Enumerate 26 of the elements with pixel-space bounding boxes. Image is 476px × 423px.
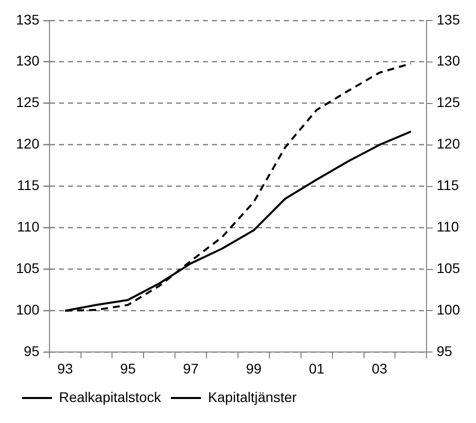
y2-tick-label: 105 (16, 260, 40, 276)
y2-tick-label: 115 (17, 177, 40, 194)
y2-tick-label: 100 (16, 302, 40, 318)
y-tick-label: 135 (436, 11, 460, 28)
y2-tick-label: 120 (16, 136, 40, 152)
y2-tick-label: 130 (16, 52, 40, 69)
y2-tick-label: 125 (16, 94, 40, 110)
y-tick-label: 100 (436, 302, 460, 318)
y2-tick-label: 110 (17, 218, 40, 235)
x-tick-label: 99 (246, 360, 262, 376)
y-tick-label: 110 (436, 218, 460, 235)
y-tick-label: 105 (436, 260, 460, 276)
y-tick-label: 130 (436, 52, 460, 69)
x-tick-label: 93 (57, 360, 74, 376)
y2-tick-label: 135 (16, 11, 40, 28)
y-tick-label: 115 (436, 177, 460, 194)
x-tick-label: 97 (183, 360, 199, 376)
x-tick-label: 01 (308, 360, 325, 376)
legend-label: Realkapitalstock (59, 388, 162, 405)
y-tick-label: 95 (436, 343, 452, 360)
legend-label: Kapitaltjänster (208, 388, 297, 405)
y-tick-label: 120 (436, 136, 460, 152)
y-tick-label: 125 (436, 94, 460, 110)
x-tick-label: 03 (372, 360, 388, 376)
y2-tick-label: 95 (24, 343, 40, 360)
x-tick-label: 95 (120, 360, 136, 376)
